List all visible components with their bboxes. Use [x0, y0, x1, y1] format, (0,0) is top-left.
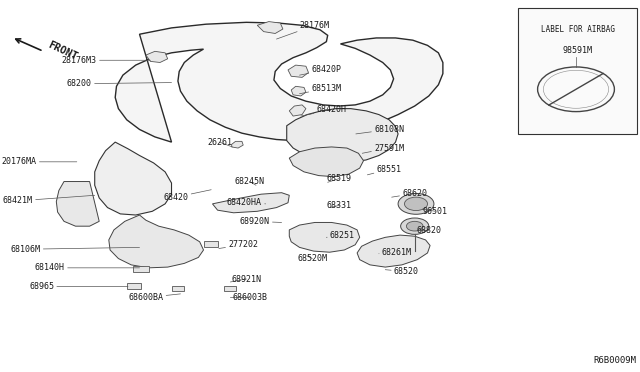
- Text: LABEL FOR AIRBAG: LABEL FOR AIRBAG: [541, 25, 614, 34]
- Text: 68820: 68820: [416, 226, 442, 235]
- Text: 96501: 96501: [422, 207, 448, 216]
- Text: 68106M: 68106M: [11, 245, 140, 254]
- Polygon shape: [289, 105, 306, 116]
- Text: 68551: 68551: [367, 165, 402, 175]
- Circle shape: [398, 193, 434, 214]
- Polygon shape: [232, 141, 243, 148]
- Text: 68965: 68965: [29, 282, 128, 291]
- Polygon shape: [146, 51, 168, 62]
- Text: FRONT: FRONT: [46, 40, 79, 62]
- Polygon shape: [288, 65, 308, 77]
- Text: 68261M: 68261M: [379, 248, 412, 257]
- Polygon shape: [115, 22, 443, 142]
- Text: 68420P: 68420P: [300, 65, 341, 75]
- Text: 68520: 68520: [385, 267, 419, 276]
- Text: 68140H: 68140H: [35, 263, 140, 272]
- Bar: [204, 241, 218, 247]
- Text: 68620: 68620: [392, 189, 428, 198]
- Polygon shape: [357, 235, 430, 267]
- Text: 686003B: 686003B: [230, 293, 267, 302]
- Circle shape: [404, 197, 428, 211]
- Bar: [172, 286, 184, 291]
- Bar: [224, 286, 236, 291]
- Bar: [127, 283, 141, 289]
- Text: 26261: 26261: [207, 138, 232, 147]
- Text: 68420HA: 68420HA: [227, 198, 266, 207]
- Polygon shape: [212, 193, 289, 213]
- Text: 68420: 68420: [163, 190, 211, 202]
- Text: 68920N: 68920N: [240, 217, 282, 226]
- Text: 98591M: 98591M: [563, 46, 593, 55]
- Text: 28176M3: 28176M3: [62, 56, 150, 65]
- Text: 68245N: 68245N: [235, 177, 264, 186]
- Text: 68108N: 68108N: [356, 125, 404, 134]
- Text: 68420H: 68420H: [301, 105, 346, 116]
- Text: 68513M: 68513M: [300, 84, 341, 94]
- Polygon shape: [289, 222, 360, 252]
- Text: 20176MA: 20176MA: [2, 157, 77, 166]
- Bar: [518, 8, 637, 134]
- Polygon shape: [257, 22, 283, 33]
- Polygon shape: [95, 142, 172, 215]
- Text: R6B0009M: R6B0009M: [594, 356, 637, 365]
- Text: 277202: 277202: [219, 240, 258, 249]
- Polygon shape: [109, 215, 204, 268]
- Text: 68921N: 68921N: [230, 275, 261, 283]
- Text: 68251: 68251: [326, 231, 355, 240]
- Text: 68519: 68519: [326, 174, 352, 183]
- Circle shape: [401, 218, 429, 234]
- Text: 68600BA: 68600BA: [129, 293, 180, 302]
- Polygon shape: [289, 147, 364, 177]
- Circle shape: [406, 221, 423, 231]
- Text: 68520M: 68520M: [298, 254, 327, 263]
- Text: 68331: 68331: [326, 201, 352, 210]
- Bar: [133, 266, 149, 272]
- Text: 28176M: 28176M: [276, 21, 330, 39]
- Polygon shape: [56, 182, 99, 226]
- Text: 68421M: 68421M: [3, 195, 95, 205]
- Text: 68200: 68200: [67, 79, 172, 88]
- Polygon shape: [287, 109, 398, 162]
- Text: 27591M: 27591M: [362, 144, 404, 153]
- Polygon shape: [291, 86, 306, 96]
